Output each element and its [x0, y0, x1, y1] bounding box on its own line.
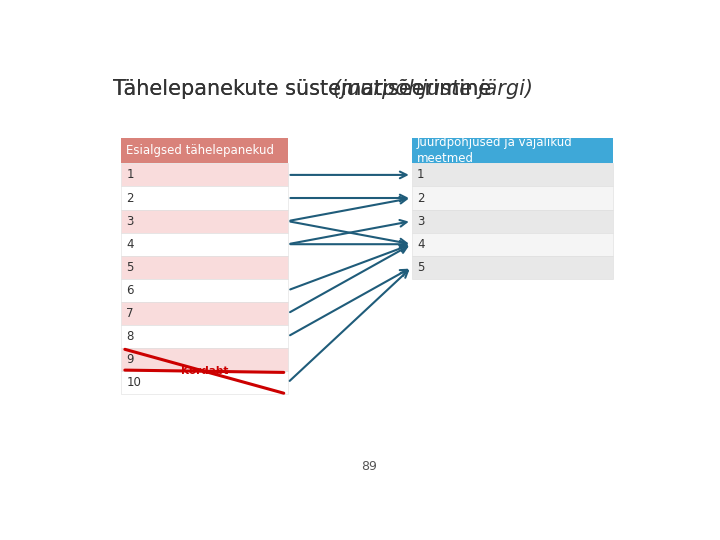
Text: 4: 4 — [127, 238, 134, 251]
Text: 89: 89 — [361, 460, 377, 473]
Text: Tähelepanekute süstematiseerimine: Tähelepanekute süstematiseerimine — [113, 79, 498, 99]
Bar — [121, 210, 287, 233]
Bar — [121, 348, 287, 372]
Bar — [412, 210, 613, 233]
Bar — [121, 186, 287, 210]
Text: 3: 3 — [127, 214, 134, 228]
Bar — [121, 302, 287, 325]
Text: 5: 5 — [127, 261, 134, 274]
Text: 4: 4 — [417, 238, 425, 251]
Text: Juurdpõhjused ja vajalikud
meetmed: Juurdpõhjused ja vajalikud meetmed — [417, 136, 573, 165]
Text: 7: 7 — [127, 307, 134, 320]
Bar — [412, 256, 613, 279]
Text: (juurpõhjuste järgi): (juurpõhjuste järgi) — [333, 79, 534, 99]
Bar — [121, 164, 287, 186]
Bar — [121, 372, 287, 394]
Text: 6: 6 — [127, 284, 134, 297]
Text: 1: 1 — [417, 168, 425, 181]
Text: Kordabt: Kordabt — [181, 366, 228, 376]
Bar — [121, 279, 287, 302]
Bar — [121, 325, 287, 348]
Text: 8: 8 — [127, 330, 134, 343]
Text: Esialgsed tähelepanekud: Esialgsed tähelepanekud — [127, 144, 274, 157]
Text: 3: 3 — [417, 214, 424, 228]
Text: 2: 2 — [417, 192, 425, 205]
Bar — [412, 164, 613, 186]
Bar — [121, 256, 287, 279]
Text: 10: 10 — [127, 376, 141, 389]
Text: Tähelepanekute süstematiseerimine: Tähelepanekute süstematiseerimine — [113, 79, 498, 99]
Bar — [412, 233, 613, 256]
Bar — [121, 138, 287, 164]
Text: 9: 9 — [127, 353, 134, 366]
Bar — [121, 233, 287, 256]
Bar — [412, 138, 613, 164]
Text: 2: 2 — [127, 192, 134, 205]
Text: 1: 1 — [127, 168, 134, 181]
Bar — [412, 186, 613, 210]
Text: 5: 5 — [417, 261, 424, 274]
